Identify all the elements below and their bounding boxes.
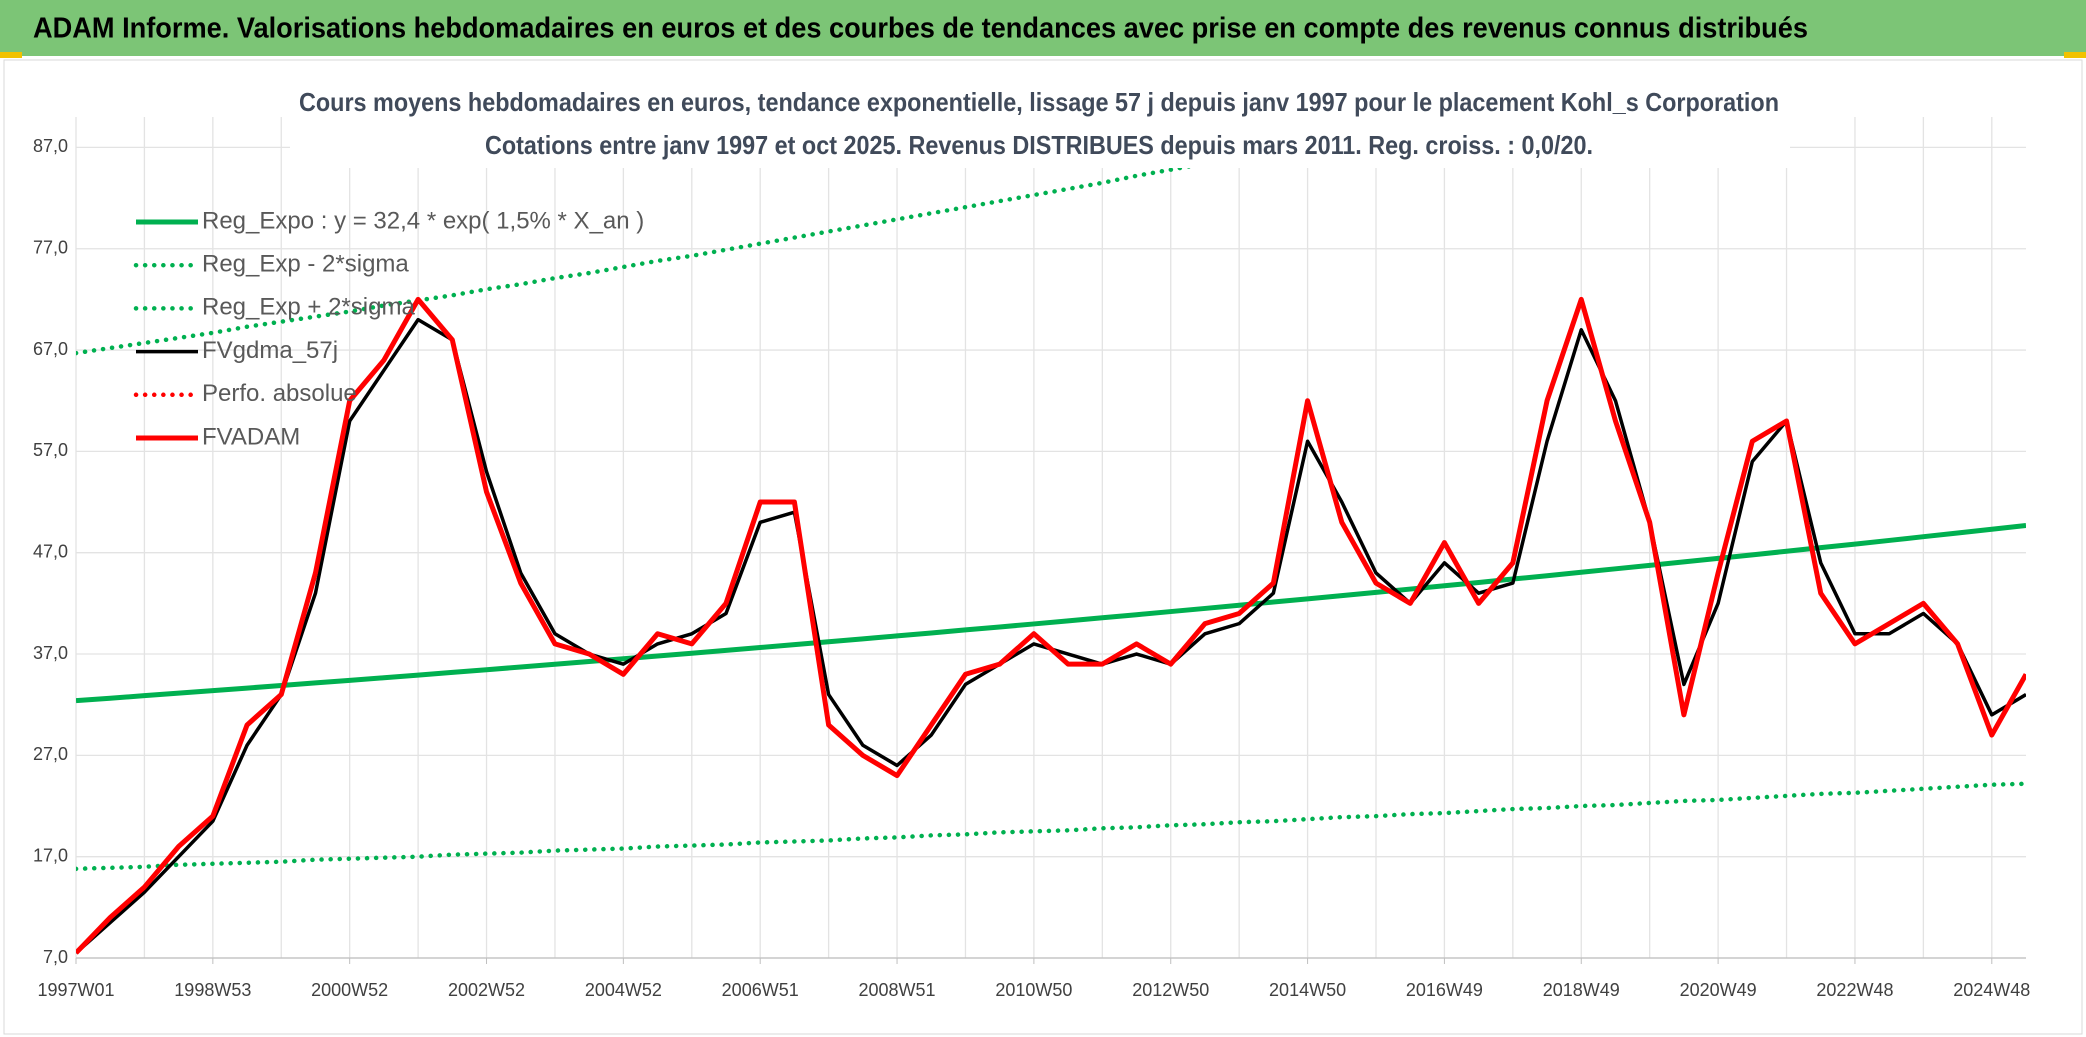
chart-subtitle: Cotations entre janv 1997 et oct 2025. R…	[485, 130, 1593, 160]
x-tick-label: 2022W48	[1816, 980, 1893, 1000]
y-tick-label: 47,0	[33, 541, 68, 561]
title-background	[290, 86, 1790, 168]
y-tick-label: 57,0	[33, 440, 68, 460]
y-tick-label: 17,0	[33, 845, 68, 865]
axes: 7,0 17,0 27,0 37,0 47,0 57,0 67,0 77,0 87,0 1997W…	[33, 136, 2030, 1000]
x-tick-label: 2008W51	[859, 980, 936, 1000]
x-tick-label: 2020W49	[1680, 980, 1757, 1000]
y-tick-label: 7,0	[43, 947, 68, 967]
legend-label: Reg_Exp - 2*sigma	[202, 251, 409, 278]
series-line	[76, 523, 2026, 704]
series-line	[76, 781, 2026, 872]
legend: Reg_Expo : y = 32,4 * exp( 1,5% * X_an )…	[133, 207, 644, 450]
legend-label: Reg_Expo : y = 32,4 * exp( 1,5% * X_an )	[202, 207, 644, 234]
x-tick-label: 2024W48	[1953, 980, 2030, 1000]
header-bar	[0, 0, 2086, 56]
legend-label: FVgdma_57j	[202, 337, 338, 364]
y-tick-label: 67,0	[33, 339, 68, 359]
x-tick-label: 2000W52	[311, 980, 388, 1000]
y-tick-label: 87,0	[33, 136, 68, 156]
x-tick-label: 2004W52	[585, 980, 662, 1000]
x-tick-label: 2018W49	[1543, 980, 1620, 1000]
x-tick-label: 2014W50	[1269, 980, 1346, 1000]
series-line	[76, 296, 2026, 955]
y-tick-label: 77,0	[33, 237, 68, 257]
chart-frame	[3, 59, 2083, 1035]
x-tick-label: 2012W50	[1132, 980, 1209, 1000]
legend-label: Perfo. absolue	[202, 380, 357, 407]
header-title: ADAM Informe. Valorisations hebdomadaire…	[33, 13, 1808, 45]
x-tick-label: 2006W51	[722, 980, 799, 1000]
plot-area	[76, 117, 2026, 955]
corner-mark	[2064, 52, 2086, 58]
x-tick-label: 2010W50	[995, 980, 1072, 1000]
x-tick-label: 1998W53	[174, 980, 251, 1000]
y-tick-label: 27,0	[33, 744, 68, 764]
y-tick-label: 37,0	[33, 643, 68, 663]
x-tick-label: 2002W52	[448, 980, 525, 1000]
corner-mark	[0, 52, 22, 58]
legend-label: Reg_Exp + 2*sigma	[202, 294, 415, 321]
chart-title: Cours moyens hebdomadaires en euros, ten…	[299, 87, 1779, 117]
x-tick-label: 1997W01	[37, 980, 114, 1000]
x-tick-label: 2016W49	[1406, 980, 1483, 1000]
series-line	[76, 117, 1456, 356]
legend-label: FVADAM	[202, 423, 300, 450]
